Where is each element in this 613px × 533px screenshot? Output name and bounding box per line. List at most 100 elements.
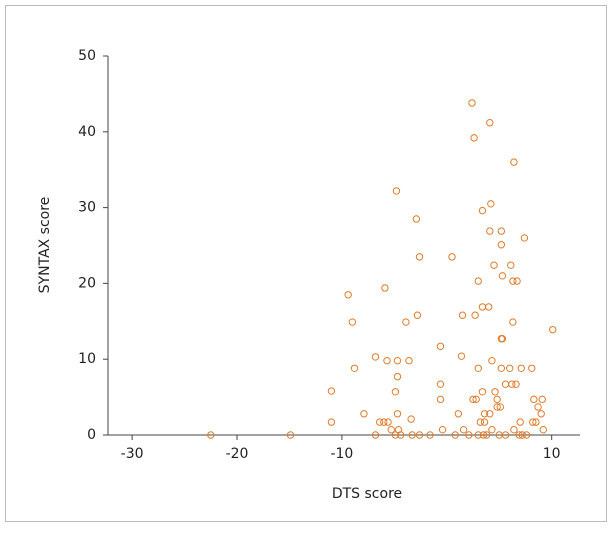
x-tick-label: -20 — [226, 446, 249, 462]
point — [348, 318, 357, 326]
y-tick-label: 0 — [87, 427, 96, 443]
point — [393, 357, 402, 365]
point — [532, 418, 540, 426]
point — [207, 431, 215, 439]
y-tick-label: 50 — [78, 48, 96, 64]
point — [402, 318, 410, 326]
point — [371, 353, 380, 361]
point — [426, 431, 434, 439]
point — [498, 272, 507, 280]
point — [501, 431, 510, 439]
point — [415, 253, 424, 261]
point — [350, 364, 359, 372]
x-tick-label: -10 — [330, 446, 353, 462]
point — [436, 395, 445, 404]
point — [327, 418, 336, 426]
point — [391, 431, 400, 439]
point — [360, 410, 368, 418]
point — [469, 395, 477, 404]
point — [480, 410, 489, 418]
point — [470, 134, 478, 142]
point — [515, 431, 523, 439]
point — [549, 325, 557, 334]
point — [458, 311, 467, 319]
point — [482, 431, 491, 439]
point — [436, 380, 445, 388]
point — [516, 418, 524, 426]
point — [497, 227, 506, 235]
point — [478, 206, 487, 215]
point — [375, 418, 384, 426]
point — [480, 418, 489, 426]
point — [487, 200, 495, 208]
point — [393, 372, 402, 381]
y-tick-label: 20 — [78, 275, 96, 291]
point — [392, 187, 401, 195]
point — [486, 119, 494, 127]
point — [498, 335, 507, 343]
point — [344, 291, 352, 299]
point — [490, 261, 498, 269]
point — [496, 403, 504, 411]
point — [520, 234, 529, 242]
point — [396, 431, 405, 439]
point — [507, 261, 515, 269]
x-axis-label: DTS score — [332, 486, 402, 502]
point — [508, 380, 516, 388]
point — [405, 357, 413, 365]
point — [472, 395, 480, 404]
point — [518, 431, 527, 439]
point — [509, 277, 517, 285]
point — [529, 418, 537, 426]
point — [528, 364, 536, 372]
point — [457, 352, 466, 360]
point — [408, 431, 416, 439]
point — [384, 418, 392, 426]
y-tick-label: 40 — [78, 124, 96, 140]
point — [465, 431, 473, 439]
point — [380, 418, 388, 426]
point — [534, 403, 542, 411]
point — [512, 380, 520, 388]
point — [497, 241, 506, 249]
point — [539, 425, 547, 434]
point — [493, 395, 501, 404]
point — [286, 431, 295, 439]
point — [436, 342, 445, 351]
x-tick-label: -30 — [121, 446, 144, 462]
point — [471, 311, 479, 319]
point — [454, 410, 463, 418]
point — [393, 410, 402, 418]
point — [530, 395, 538, 404]
point — [438, 425, 447, 434]
y-tick-label: 10 — [78, 351, 96, 367]
point — [488, 425, 496, 434]
point — [391, 388, 400, 396]
point — [506, 364, 514, 372]
y-axis-label: SYNTAX score — [37, 197, 53, 294]
point — [517, 364, 525, 372]
point — [510, 158, 518, 166]
point — [383, 357, 391, 365]
point — [478, 388, 487, 396]
point — [491, 388, 499, 396]
point — [479, 431, 488, 439]
x-tick-label: 10 — [543, 446, 561, 462]
point — [381, 284, 389, 292]
point — [538, 395, 546, 404]
point — [510, 425, 518, 434]
point — [476, 418, 485, 426]
point — [537, 410, 545, 418]
point — [371, 431, 380, 439]
y-tick-label: 30 — [78, 200, 96, 216]
point — [474, 431, 482, 439]
frame — [5, 5, 607, 522]
point — [474, 364, 482, 372]
point — [387, 425, 395, 434]
point — [485, 303, 493, 311]
point — [327, 387, 336, 395]
point — [509, 318, 517, 326]
point — [493, 403, 501, 411]
point — [415, 431, 424, 439]
